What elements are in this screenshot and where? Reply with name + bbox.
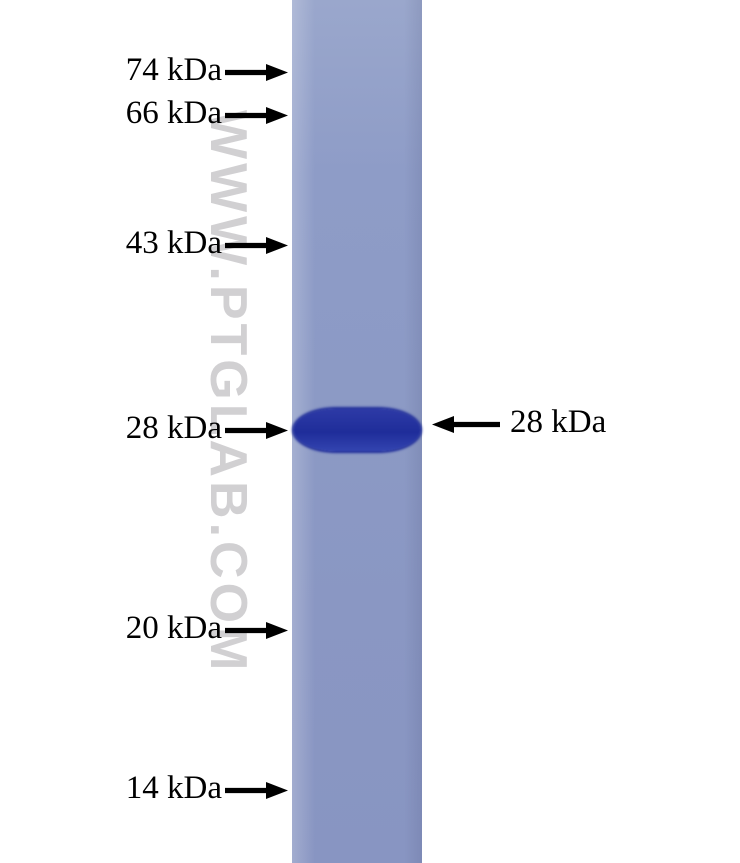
mw-marker-label: 20 kDa [126,610,222,647]
observed-mw-label: 28 kDa [510,404,606,441]
protein-band [294,409,420,451]
mw-marker-label: 43 kDa [126,225,222,262]
arrow-icon [223,418,312,443]
arrow-icon [223,618,312,643]
watermark-text: WWW.PTGLAB.COM [198,110,258,674]
mw-marker-label: 74 kDa [126,52,222,89]
arrow-icon [223,103,312,128]
arrow-icon [223,233,312,258]
mw-marker-label: 66 kDa [126,95,222,132]
arrow-icon [223,60,312,85]
mw-marker-label: 28 kDa [126,410,222,447]
arrow-icon [223,778,312,803]
arrow-icon [430,412,524,437]
mw-marker-label: 14 kDa [126,770,222,807]
